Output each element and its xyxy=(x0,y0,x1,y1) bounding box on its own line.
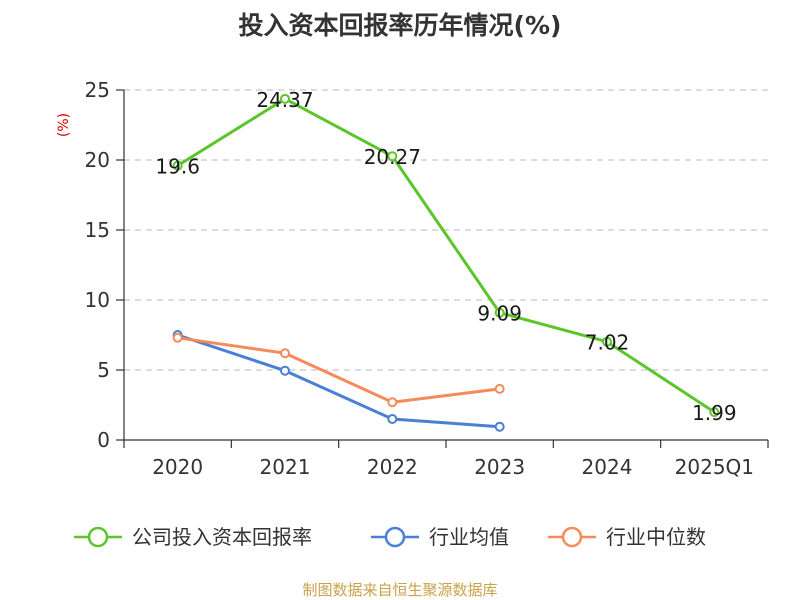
x-tick-label: 2025Q1 xyxy=(675,455,754,479)
y-tick-label: 0 xyxy=(97,428,110,452)
chart-title: 投入资本回报率历年情况(%) xyxy=(238,11,562,40)
data-point xyxy=(280,348,290,359)
data-label: 7.02 xyxy=(585,331,630,355)
data-point xyxy=(494,383,505,394)
y-tick-label: 10 xyxy=(85,288,110,312)
x-tick-label: 2023 xyxy=(474,455,525,479)
data-point xyxy=(172,332,183,343)
x-tick-label: 2024 xyxy=(582,455,633,479)
data-point xyxy=(602,336,612,347)
data-point xyxy=(709,407,720,418)
data-point xyxy=(494,421,505,432)
x-tick-label: 2021 xyxy=(260,455,311,479)
series-line xyxy=(177,336,500,404)
data-point xyxy=(387,397,398,408)
x-tick-label: 2020 xyxy=(152,455,203,479)
series-layer xyxy=(172,93,720,432)
x-tick-label: 2022 xyxy=(367,455,418,479)
data-label: 19.6 xyxy=(155,155,200,179)
data-point xyxy=(494,307,505,318)
legend-marker xyxy=(561,526,583,548)
data-label: 9.09 xyxy=(477,302,522,326)
legend-label: 行业中位数 xyxy=(606,525,706,549)
data-label: 24.37 xyxy=(256,88,313,112)
data-label: 1.99 xyxy=(692,401,737,425)
data-point xyxy=(387,151,398,162)
axes: 0 5 10 15 20 25 2020 2021 2022 2023 2024 2025Q1 xyxy=(85,78,769,479)
y-tick-label: 25 xyxy=(85,78,110,102)
data-labels: 19.6 24.37 20.27 9.09 7.02 1.99 xyxy=(155,88,736,425)
legend[interactable]: 公司投入资本回报率 行业均值 行业中位数 xyxy=(74,525,706,549)
data-point xyxy=(280,365,290,376)
y-axis-unit: (%) xyxy=(56,113,72,137)
legend-marker xyxy=(384,526,406,548)
grid-lines xyxy=(124,89,768,371)
data-point xyxy=(280,93,290,104)
data-point xyxy=(172,160,183,171)
data-point xyxy=(387,414,398,424)
data-source: 制图数据来自恒生聚源数据库 xyxy=(302,581,498,599)
y-tick-label: 15 xyxy=(85,218,110,242)
data-label: 20.27 xyxy=(364,145,421,169)
series-line xyxy=(176,97,716,414)
series-line xyxy=(177,333,500,429)
legend-marker xyxy=(87,526,109,548)
y-tick-label: 5 xyxy=(97,358,110,382)
legend-label: 行业均值 xyxy=(429,525,509,549)
legend-label: 公司投入资本回报率 xyxy=(132,525,312,549)
y-tick-label: 20 xyxy=(85,148,110,172)
